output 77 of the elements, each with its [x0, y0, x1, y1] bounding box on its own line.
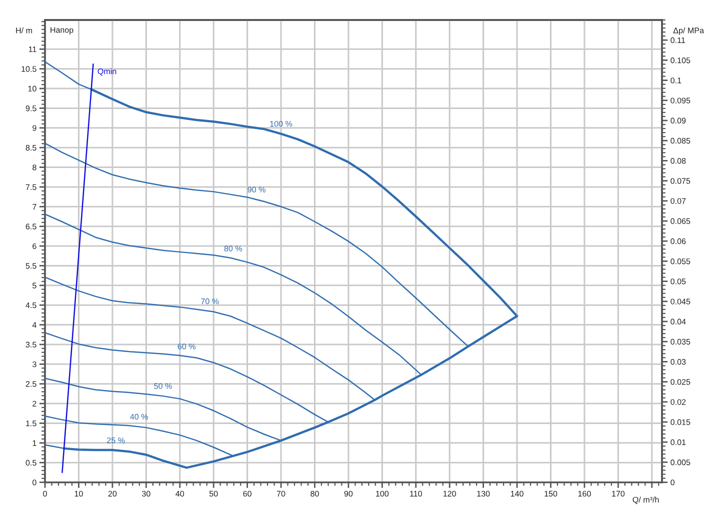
y2-axis-title: Δp/ MPa	[673, 27, 704, 35]
series-label: 40 %	[130, 414, 148, 420]
x-tick-label: 160	[578, 490, 591, 497]
y2-tick-label: 0.085	[670, 138, 690, 144]
series-label: 70 %	[201, 298, 219, 304]
y-tick-label: 8.5	[26, 144, 36, 151]
y2-tick-label: 0.01	[670, 439, 686, 446]
y-tick-label: 5.5	[26, 263, 36, 269]
x-tick-label: 150	[544, 490, 558, 497]
y-tick-label: 4	[32, 322, 36, 328]
y2-tick-label: 0.04	[670, 318, 686, 324]
y-tick-label: 2	[32, 400, 36, 406]
series-label: Qmin	[98, 68, 116, 76]
y2-tick-label: 0.1	[670, 78, 682, 84]
x-tick-label: 20	[108, 490, 117, 497]
y-tick-label: 4.5	[26, 302, 36, 308]
y2-tick-label: 0.005	[670, 459, 690, 466]
y2-tick-label: 0.065	[670, 218, 690, 224]
y-tick-label: 10	[28, 86, 36, 92]
y-axis-title: H/ m	[16, 27, 32, 34]
series-label: 100 %	[270, 120, 292, 127]
x-tick-label: 90	[344, 490, 353, 497]
x-tick-label: 10	[74, 490, 83, 497]
y-tick-label: 10.5	[22, 66, 36, 72]
text: Напор	[50, 27, 74, 34]
y2-tick-label: 0	[670, 480, 674, 486]
y-tick-label: 3.5	[26, 342, 36, 348]
y-tick-label: 9.5	[26, 106, 36, 112]
x-tick-label: 0	[43, 490, 47, 497]
y2-tick-label: 0.02	[670, 399, 686, 405]
series-label: 90 %	[248, 186, 266, 192]
y2-tick-label: 0.105	[670, 57, 690, 64]
y-tick-label: 1.5	[26, 420, 36, 426]
y2-tick-label: 0.055	[670, 258, 690, 264]
y-tick-label: 8	[32, 164, 36, 170]
y-tick-label: 2.5	[26, 381, 36, 387]
series-label: 80 %	[224, 246, 242, 252]
x-tick-label: 130	[477, 490, 490, 497]
y2-tick-label: 0.07	[670, 198, 686, 204]
y2-tick-label: 0.035	[670, 338, 690, 345]
x-tick-label: 30	[142, 490, 150, 497]
series-label: 50 %	[154, 383, 172, 389]
y2-tick-label: 0.09	[670, 118, 686, 124]
x-tick-label: 110	[410, 490, 422, 497]
y-tick-label: 11	[28, 46, 36, 52]
y2-tick-label: 0.06	[670, 238, 686, 244]
y-tick-label: 1	[32, 440, 36, 446]
x-tick-label: 170	[612, 490, 625, 497]
y2-tick-label: 0.05	[670, 278, 686, 284]
y2-tick-label: 0.08	[670, 158, 686, 164]
y2-tick-label: 0.025	[670, 379, 690, 385]
series-label: 25 %	[107, 437, 125, 444]
x-axis-title: Q/ m³/h	[632, 496, 659, 504]
x-tick-label: 100	[376, 490, 389, 497]
x-tick-label: 60	[243, 490, 252, 497]
y2-tick-label: 0.03	[670, 358, 686, 365]
y2-tick-label: 0.075	[670, 178, 690, 184]
series-label: 60 %	[178, 344, 196, 350]
x-tick-label: 50	[209, 490, 218, 497]
y2-tick-label: 0.095	[670, 98, 690, 104]
y2-tick-label: 0.015	[670, 419, 690, 425]
y-tick-label: 6	[32, 243, 36, 250]
y-tick-label: 7.5	[26, 184, 36, 190]
x-tick-label: 70	[276, 490, 286, 497]
y-tick-label: 9	[32, 125, 36, 131]
y-tick-label: 6.5	[26, 224, 36, 230]
y-tick-label: 5	[32, 282, 36, 288]
x-tick-label: 80	[310, 490, 319, 497]
x-tick-label: 120	[443, 490, 456, 497]
y-tick-label: 0	[32, 480, 36, 486]
y2-tick-label: 0.11	[670, 37, 686, 44]
x-tick-label: 140	[510, 490, 524, 497]
y-tick-label: 0.5	[26, 460, 36, 466]
y2-tick-label: 0.045	[670, 298, 690, 304]
x-tick-label: 40	[176, 490, 184, 497]
y-tick-label: 7	[32, 204, 36, 210]
y-tick-label: 3	[32, 361, 36, 368]
